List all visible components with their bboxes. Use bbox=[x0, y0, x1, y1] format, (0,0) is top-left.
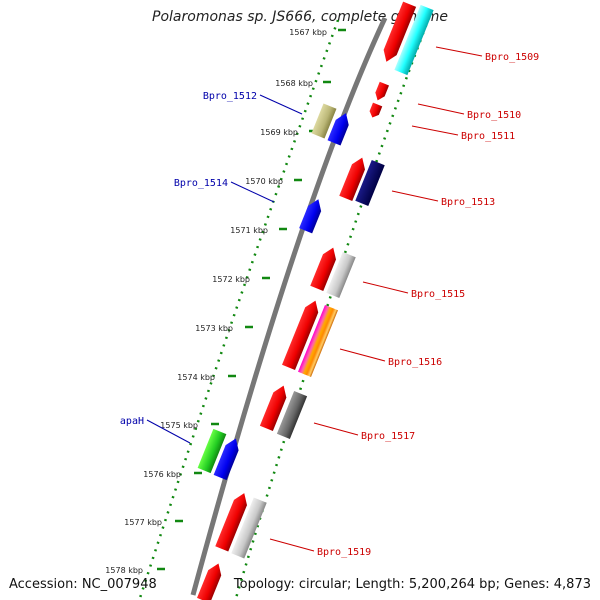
label-leader-line bbox=[391, 190, 439, 202]
outer-dotted-ring bbox=[234, 9, 434, 599]
label-leader-line bbox=[417, 103, 465, 115]
gene-bpro-1512[interactable] bbox=[311, 103, 337, 139]
gene-bpro-1512-blue[interactable] bbox=[327, 111, 353, 146]
gene-label-bpro-1516[interactable]: Bpro_1516 bbox=[388, 357, 442, 368]
kbp-tick-label: 1576 kbp bbox=[143, 470, 181, 479]
label-leader-line bbox=[362, 281, 409, 294]
gene-bpro-1519[interactable] bbox=[231, 497, 267, 559]
kbp-tick-label: 1571 kbp bbox=[230, 226, 268, 235]
label-leader-line bbox=[435, 46, 483, 57]
gene-bpro-1514[interactable] bbox=[299, 197, 325, 234]
kbp-tick-label: 1572 kbp bbox=[212, 275, 250, 284]
kbp-tick-label: 1578 kbp bbox=[105, 566, 143, 575]
gene-label-bpro-1519[interactable]: Bpro_1519 bbox=[317, 547, 371, 558]
gene-bpro-1515[interactable] bbox=[326, 251, 356, 299]
kbp-tick-label: 1577 kbp bbox=[124, 518, 162, 527]
gene-bpro-1509-forward[interactable] bbox=[380, 1, 417, 65]
kbp-tick-label: 1569 kbp bbox=[260, 128, 298, 137]
gene-bpro-1516[interactable] bbox=[298, 304, 338, 378]
label-leader-line bbox=[259, 94, 303, 115]
gene-bottom-red[interactable] bbox=[197, 561, 225, 600]
inner-dotted-ring bbox=[138, 19, 340, 599]
gene-label-bpro-1509[interactable]: Bpro_1509 bbox=[485, 52, 539, 63]
label-leader-line bbox=[146, 419, 191, 444]
gene-bpro-1517-red[interactable] bbox=[259, 383, 290, 431]
gene-apah-green[interactable] bbox=[197, 428, 227, 474]
kbp-tick-label: 1567 kbp bbox=[289, 28, 327, 37]
gene-label-bpro-1513[interactable]: Bpro_1513 bbox=[441, 197, 495, 208]
gene-bpro-1509-cyan[interactable] bbox=[394, 4, 434, 76]
label-leader-line bbox=[411, 125, 459, 136]
gene-bpro-1510[interactable] bbox=[373, 81, 390, 102]
gene-features bbox=[197, 1, 434, 600]
genome-summary-text: Topology: circular; Length: 5,200,264 bp… bbox=[233, 577, 591, 592]
kbp-tick-marks: 1567 kbp 1568 kbp 1569 kbp 1570 kbp 1571 kbp… bbox=[105, 28, 346, 575]
label-leader-line bbox=[313, 422, 359, 436]
label-leader-line bbox=[269, 538, 315, 552]
label-leader-lines bbox=[146, 46, 483, 552]
genome-backbone bbox=[190, 16, 388, 596]
kbp-tick-label: 1574 kbp bbox=[177, 373, 215, 382]
gene-label-bpro-1512[interactable]: Bpro_1512 bbox=[203, 91, 257, 102]
gene-bpro-1515-red[interactable] bbox=[310, 245, 339, 292]
gene-label-bpro-1514[interactable]: Bpro_1514 bbox=[174, 178, 228, 189]
gene-bpro-1513[interactable] bbox=[355, 159, 385, 207]
kbp-tick-label: 1573 kbp bbox=[195, 324, 233, 333]
kbp-tick-label: 1570 kbp bbox=[245, 177, 283, 186]
gene-label-bpro-1517[interactable]: Bpro_1517 bbox=[361, 431, 415, 442]
accession-text: Accession: NC_007948 bbox=[9, 577, 157, 592]
gene-bpro-1513-red[interactable] bbox=[339, 155, 368, 202]
map-title: Polaromonas sp. JS666, complete genome bbox=[152, 9, 448, 25]
gene-label-bpro-1510[interactable]: Bpro_1510 bbox=[467, 110, 521, 121]
label-leader-line bbox=[339, 348, 386, 362]
gene-bpro-1517[interactable] bbox=[276, 391, 308, 439]
kbp-tick-label: 1575 kbp bbox=[160, 421, 198, 430]
gene-label-apah[interactable]: apaH bbox=[120, 416, 144, 427]
gene-labels: Bpro_1509 Bpro_1510 Bpro_1511 Bpro_1512 Bpro… bbox=[120, 52, 539, 558]
gene-apah[interactable] bbox=[213, 436, 243, 481]
kbp-tick-label: 1568 kbp bbox=[275, 79, 313, 88]
label-leader-line bbox=[230, 181, 275, 203]
gene-bpro-1516-red[interactable] bbox=[282, 298, 322, 371]
gene-label-bpro-1515[interactable]: Bpro_1515 bbox=[411, 289, 465, 300]
gene-bpro-1511[interactable] bbox=[368, 102, 383, 120]
gene-bpro-1519-red[interactable] bbox=[215, 491, 250, 552]
gene-label-bpro-1511[interactable]: Bpro_1511 bbox=[461, 131, 515, 142]
